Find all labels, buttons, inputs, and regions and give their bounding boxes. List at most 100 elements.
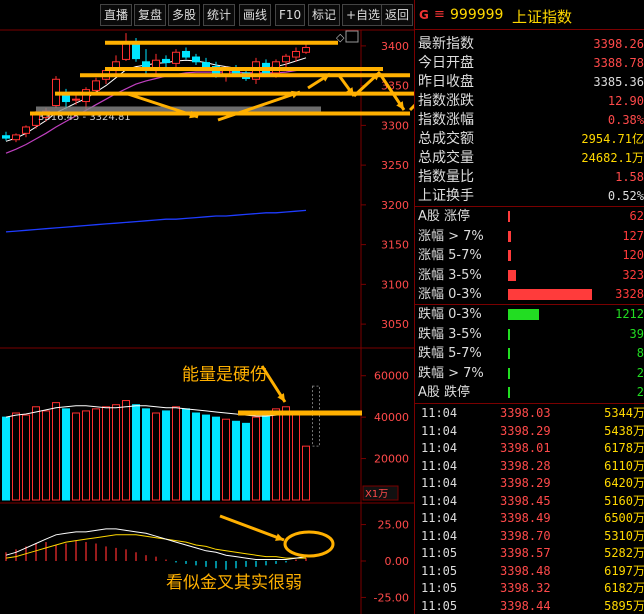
volume-bar — [102, 406, 110, 501]
annotation-arrow-head — [275, 533, 284, 541]
distribution-label: A股 跌停 — [418, 385, 471, 400]
trend-arrow-head — [346, 87, 354, 96]
candle-body — [2, 135, 10, 139]
tick-time: 11:05 — [421, 581, 458, 595]
quote-label: 指数涨幅 — [418, 112, 474, 128]
volume-bar — [32, 406, 40, 501]
toolbar-button-5[interactable]: F10 — [275, 4, 306, 26]
quote-value: 2954.71亿 — [581, 132, 644, 146]
volume-unit-label: X1万 — [365, 489, 388, 500]
tick-row: 11:04 3398.29 6420万 — [418, 474, 644, 493]
distribution-label: 涨幅 5-7% — [418, 248, 482, 263]
volume-bar — [182, 408, 190, 501]
distribution-count: 1212 — [615, 307, 644, 321]
quote-value: 0.38% — [607, 113, 644, 127]
distribution-bar — [508, 211, 510, 222]
toolbar-button-4[interactable]: 画线 — [239, 4, 272, 26]
candle-body — [72, 98, 80, 101]
distribution-label: 涨幅 3-5% — [418, 267, 482, 283]
tick-row: 11:05 3398.44 5895万 — [418, 597, 644, 614]
tick-volume: 5344万 — [604, 406, 644, 420]
candlestick-chart[interactable]: 3400 3350 3300 3250 3200 3150 3100 3050 3316.45 … — [0, 0, 414, 614]
toolbar-button-0[interactable]: 直播 — [100, 4, 133, 26]
price-tick-label: 3250 — [381, 159, 409, 172]
volume-bar — [232, 420, 240, 501]
macd-tick-label: 25.00 — [378, 519, 410, 532]
quote-label: 总成交额 — [418, 131, 474, 147]
group-tag: G — [419, 8, 429, 22]
quote-value: 12.90 — [607, 94, 644, 108]
distribution-count: 3328 — [615, 287, 644, 301]
tick-volume: 6182万 — [604, 581, 644, 595]
candle-body — [202, 62, 210, 68]
quote-label: 昨日收盘 — [418, 74, 474, 90]
quote-label: 总成交量 — [418, 150, 474, 166]
candle-body — [92, 80, 100, 91]
volume-unit-box — [362, 485, 399, 501]
distribution-bar — [508, 348, 510, 359]
quote-row: 今日开盘 3388.78 — [415, 54, 644, 73]
stock-code: 999999 — [450, 7, 504, 23]
trend-arrow — [124, 91, 199, 119]
distribution-count: 39 — [629, 326, 644, 341]
distribution-bar — [508, 309, 539, 320]
volume-bar — [222, 418, 230, 501]
volume-bar — [192, 412, 200, 501]
tick-volume: 5282万 — [604, 546, 644, 560]
toolbar-button-2[interactable]: 多股 — [168, 4, 201, 26]
distribution-label: 跌幅 > 7% — [418, 365, 484, 381]
volume-ma-line — [5, 405, 306, 418]
volume-bar — [212, 416, 220, 501]
distribution-label: 涨幅 > 7% — [418, 228, 484, 244]
distribution-row: 涨幅 3-5% 323 — [415, 266, 644, 285]
volume-bar — [112, 404, 120, 501]
divider — [415, 206, 644, 207]
distribution-bar — [508, 230, 512, 242]
candle-body — [182, 50, 190, 58]
volume-tick-label: 60000 — [374, 370, 409, 383]
trend-arrow — [217, 90, 301, 122]
distribution-row: 涨幅 0-3% 3328 — [415, 285, 644, 304]
toolbar-button-6[interactable]: 标记 — [308, 4, 341, 26]
volume-bar — [92, 408, 100, 501]
tick-time: 11:05 — [421, 598, 458, 613]
distribution-row: 跌幅 > 7% 2 — [415, 364, 644, 383]
distribution-row: 涨幅 > 7% 127 — [415, 227, 644, 246]
volume-bar — [12, 412, 20, 501]
distribution-count: 62 — [629, 209, 644, 223]
tick-price: 3398.48 — [500, 563, 551, 578]
annotation-arrow — [219, 514, 285, 542]
distribution-count: 2 — [636, 365, 644, 380]
quote-row: 上证换手 0.52% — [415, 187, 644, 206]
tick-volume: 5310万 — [604, 528, 644, 543]
quote-label: 今日开盘 — [418, 55, 474, 71]
distribution-row: A股 跌停 2 — [415, 383, 644, 402]
toolbar-button-3[interactable]: 统计 — [203, 4, 236, 26]
toolbar-button-8[interactable]: 返回 — [381, 4, 414, 26]
tick-price: 3398.29 — [500, 423, 551, 438]
price-tick-label: 3100 — [381, 278, 409, 291]
volume-bar — [302, 445, 310, 501]
tick-volume: 6500万 — [604, 511, 644, 525]
price-tick-label: 3150 — [381, 239, 409, 252]
tick-price: 3398.70 — [500, 528, 551, 543]
trend-arrow-head — [371, 72, 380, 81]
tick-price: 3398.01 — [500, 441, 551, 455]
range-label: 3316.45 - 3324.81 — [38, 112, 131, 123]
volume-bar — [62, 408, 70, 501]
menu-icon[interactable]: ≡ — [434, 7, 445, 22]
tick-price: 3398.49 — [500, 511, 551, 525]
toolbar-button-1[interactable]: 复盘 — [134, 4, 167, 26]
tick-price: 3398.44 — [500, 598, 551, 613]
distribution-label: 跌幅 5-7% — [418, 346, 482, 361]
tick-volume: 6197万 — [604, 563, 644, 578]
toolbar-button-7[interactable]: +自选 — [342, 4, 385, 26]
price-tick-label: 3200 — [381, 199, 409, 212]
quote-row: 指数涨跌 12.90 — [415, 92, 644, 111]
quote-panel: G ≡ 999999 上证指数 最新指数 3398.26 今日开盘 3388.78 昨日… — [414, 0, 644, 614]
tick-time: 11:04 — [421, 493, 458, 508]
distribution-row: 跌幅 5-7% 8 — [415, 344, 644, 363]
stock-header[interactable]: G ≡ 999999 上证指数 — [415, 0, 644, 30]
annotation-macd-text: 看似金叉其实很弱 — [166, 573, 302, 593]
k-line-chart-area[interactable]: 直播 复盘 多股 统计 画线 F10 标记 +自选 返回 3400 3350 3300 3250 320… — [0, 0, 414, 614]
